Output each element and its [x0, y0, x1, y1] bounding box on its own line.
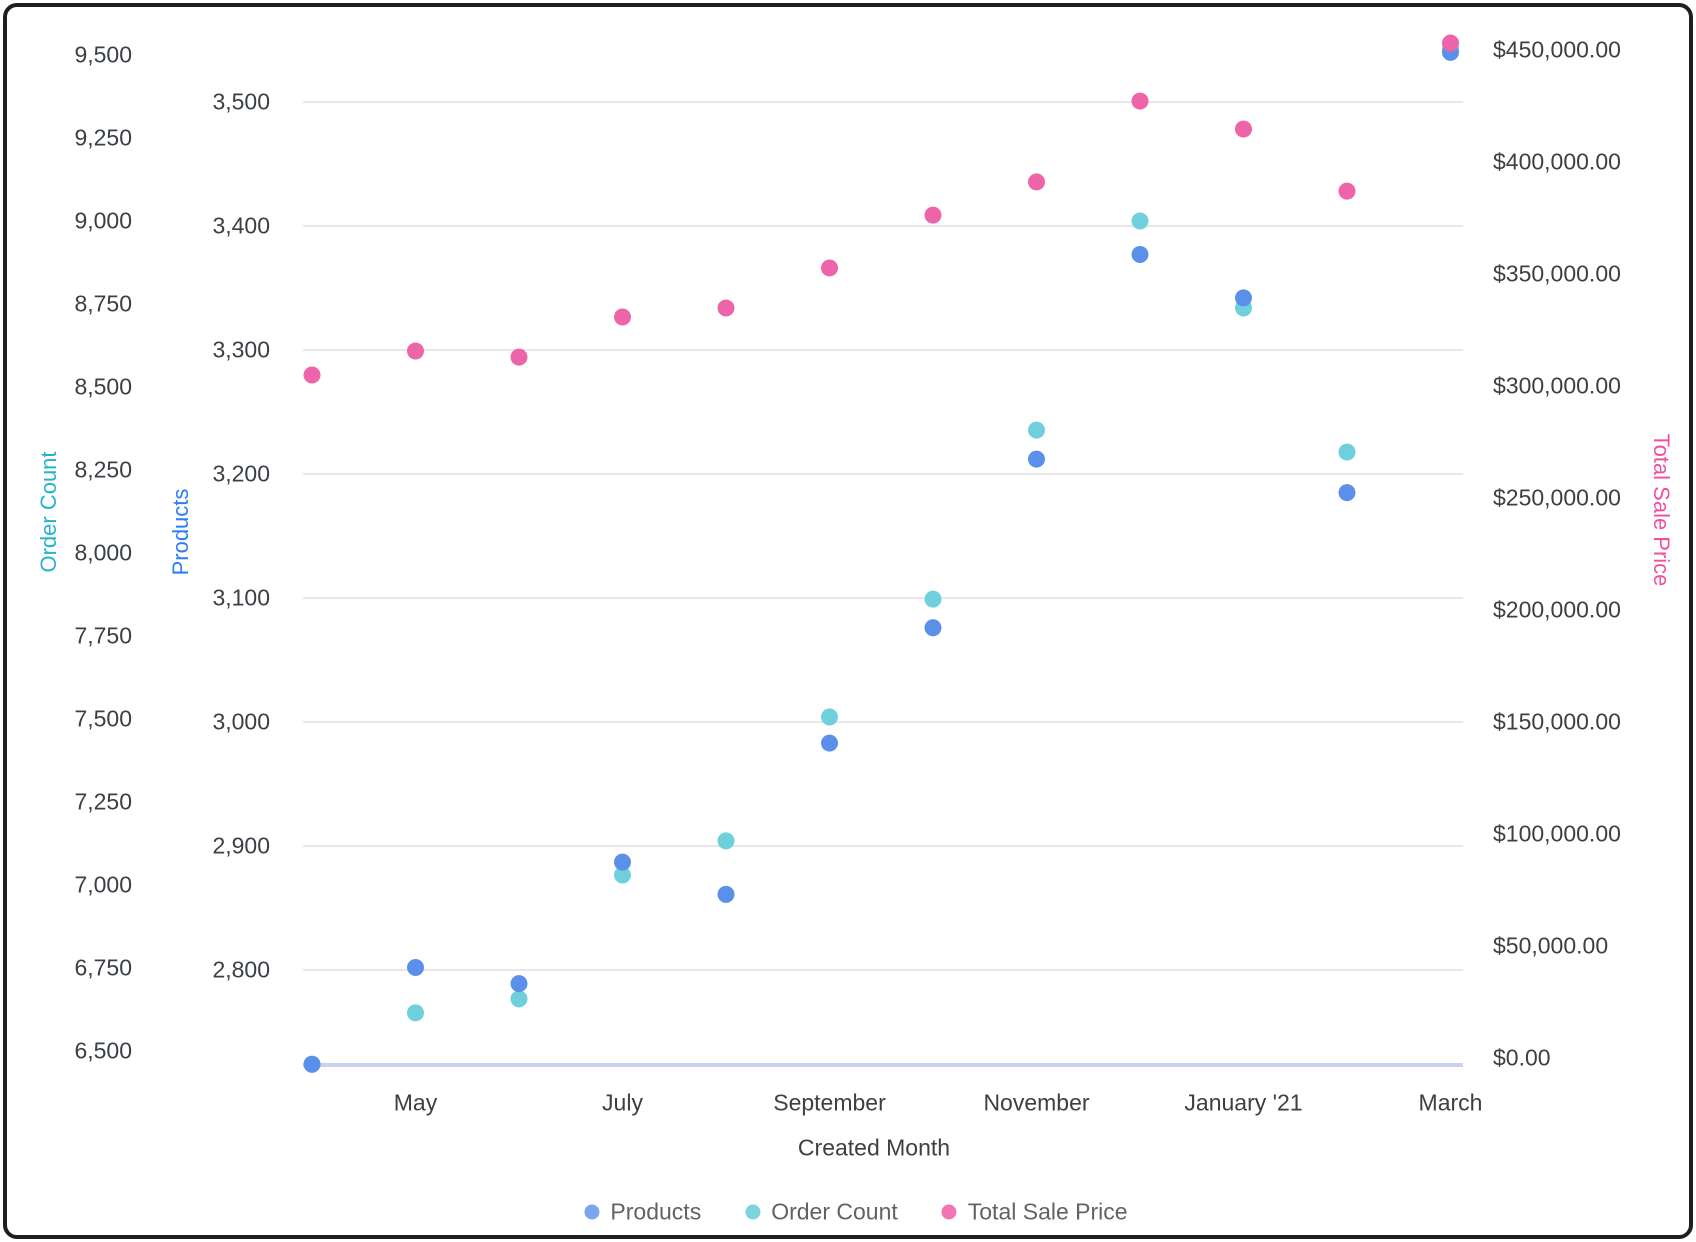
legend-label: Products — [610, 1198, 702, 1225]
y-tick-order-count: 9,250 — [74, 124, 132, 151]
y-tick-products: 3,400 — [212, 212, 270, 239]
scatter-point-products[interactable] — [614, 853, 631, 871]
y-tick-order-count: 8,000 — [74, 539, 132, 566]
scatter-point-total_sale_price[interactable] — [510, 348, 528, 366]
y-tick-order-count: 9,500 — [74, 41, 132, 68]
scatter-point-total_sale_price[interactable] — [614, 308, 631, 326]
y-tick-order-count: 8,750 — [74, 290, 132, 317]
y-tick-products: 3,500 — [212, 88, 270, 115]
scatter-point-products[interactable] — [924, 619, 942, 637]
y-tick-order-count: 9,000 — [74, 207, 132, 234]
x-tick-label: July — [602, 1089, 643, 1116]
y-tick-order-count: 8,500 — [74, 373, 132, 400]
scatter-point-total_sale_price[interactable] — [407, 342, 424, 360]
x-tick-label: September — [773, 1089, 886, 1116]
y-tick-order-count: 7,500 — [74, 705, 132, 732]
scatter-point-total_sale_price[interactable] — [821, 259, 838, 277]
scatter-point-products[interactable] — [1235, 289, 1252, 307]
total-sale-price-axis-title: Total Sale Price — [1649, 433, 1674, 587]
scatter-point-products[interactable] — [821, 734, 838, 752]
y-tick-order-count: 8,250 — [74, 456, 132, 483]
y-tick-total-sale-price: $100,000.00 — [1493, 820, 1621, 847]
x-tick-label: May — [393, 1089, 438, 1116]
y-tick-order-count: 6,500 — [74, 1037, 132, 1064]
scatter-point-order_count[interactable] — [924, 590, 942, 608]
scatter-point-products[interactable] — [510, 975, 528, 993]
scatter-point-total_sale_price[interactable] — [924, 206, 942, 224]
scatter-point-total_sale_price[interactable] — [1442, 34, 1459, 52]
y-tick-total-sale-price: $400,000.00 — [1493, 148, 1621, 175]
scatter-point-products[interactable] — [1338, 484, 1356, 502]
y-tick-total-sale-price: $200,000.00 — [1493, 596, 1621, 623]
y-tick-total-sale-price: $0.00 — [1493, 1044, 1551, 1071]
y-tick-total-sale-price: $350,000.00 — [1493, 260, 1621, 287]
y-tick-products: 3,000 — [212, 708, 270, 735]
order-count-axis-title: Order Count — [36, 451, 61, 573]
scatter-point-total_sale_price[interactable] — [1131, 92, 1149, 110]
scatter-point-order_count[interactable] — [1028, 421, 1045, 439]
x-tick-label: November — [983, 1089, 1090, 1116]
y-tick-order-count: 6,750 — [74, 954, 132, 981]
y-tick-total-sale-price: $150,000.00 — [1493, 708, 1621, 735]
y-tick-products: 2,800 — [212, 956, 270, 983]
scatter-point-total_sale_price[interactable] — [1028, 173, 1045, 191]
y-tick-total-sale-price: $450,000.00 — [1493, 36, 1621, 63]
scatter-point-order_count[interactable] — [407, 1004, 424, 1022]
scatter-point-products[interactable] — [717, 885, 735, 903]
y-tick-order-count: 7,250 — [74, 788, 132, 815]
y-tick-products: 2,900 — [212, 832, 270, 859]
scatter-point-order_count[interactable] — [717, 832, 735, 850]
legend-label: Order Count — [771, 1198, 898, 1225]
legend-swatch-total-sale-price-icon — [941, 1204, 957, 1220]
legend-item-total-sale-price[interactable]: Total Sale Price — [941, 1198, 1128, 1226]
scatter-point-products[interactable] — [407, 959, 424, 977]
legend-label: Total Sale Price — [967, 1198, 1128, 1225]
scatter-point-order_count[interactable] — [821, 708, 838, 726]
products-axis-title: Products — [168, 488, 193, 576]
scatter-point-total_sale_price[interactable] — [717, 299, 735, 317]
scatter-point-order_count[interactable] — [510, 990, 528, 1008]
scatter-point-total_sale_price[interactable] — [1235, 120, 1252, 138]
scatter-point-order_count[interactable] — [1338, 443, 1356, 461]
y-tick-total-sale-price: $300,000.00 — [1493, 372, 1621, 399]
y-tick-products: 3,300 — [212, 336, 270, 363]
x-tick-label: March — [1418, 1089, 1483, 1116]
scatter-point-total_sale_price[interactable] — [303, 366, 321, 384]
y-tick-total-sale-price: $50,000.00 — [1493, 932, 1609, 959]
legend-swatch-products-icon — [584, 1204, 600, 1220]
scatter-point-order_count[interactable] — [614, 866, 631, 884]
x-tick-label: January '21 — [1184, 1089, 1303, 1116]
x-axis-title: Created Month — [797, 1134, 951, 1161]
scatter-point-products[interactable] — [1028, 450, 1045, 468]
legend: Products Order Count Total Sale Price — [584, 1198, 1128, 1226]
y-tick-total-sale-price: $250,000.00 — [1493, 484, 1621, 511]
legend-item-order-count[interactable]: Order Count — [745, 1199, 898, 1226]
y-tick-products: 3,100 — [212, 584, 270, 611]
scatter-point-order_count[interactable] — [1131, 212, 1149, 230]
legend-swatch-order-count-icon — [745, 1204, 761, 1220]
scatter-point-total_sale_price[interactable] — [1338, 182, 1356, 200]
y-tick-order-count: 7,000 — [74, 871, 132, 898]
scatter-point-products[interactable] — [303, 1055, 321, 1073]
y-tick-order-count: 7,750 — [74, 622, 132, 649]
scatter-point-products[interactable] — [1131, 246, 1149, 264]
y-tick-products: 3,200 — [212, 460, 270, 487]
legend-item-products[interactable]: Products — [584, 1199, 701, 1226]
